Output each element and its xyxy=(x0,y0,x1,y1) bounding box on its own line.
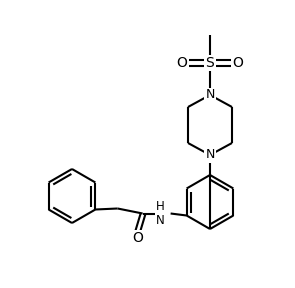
Text: N: N xyxy=(205,149,215,162)
Text: N: N xyxy=(205,88,215,101)
Text: S: S xyxy=(206,56,214,70)
Text: O: O xyxy=(177,56,187,70)
Text: O: O xyxy=(132,232,143,245)
Text: H
N: H N xyxy=(156,200,165,228)
Text: O: O xyxy=(232,56,243,70)
